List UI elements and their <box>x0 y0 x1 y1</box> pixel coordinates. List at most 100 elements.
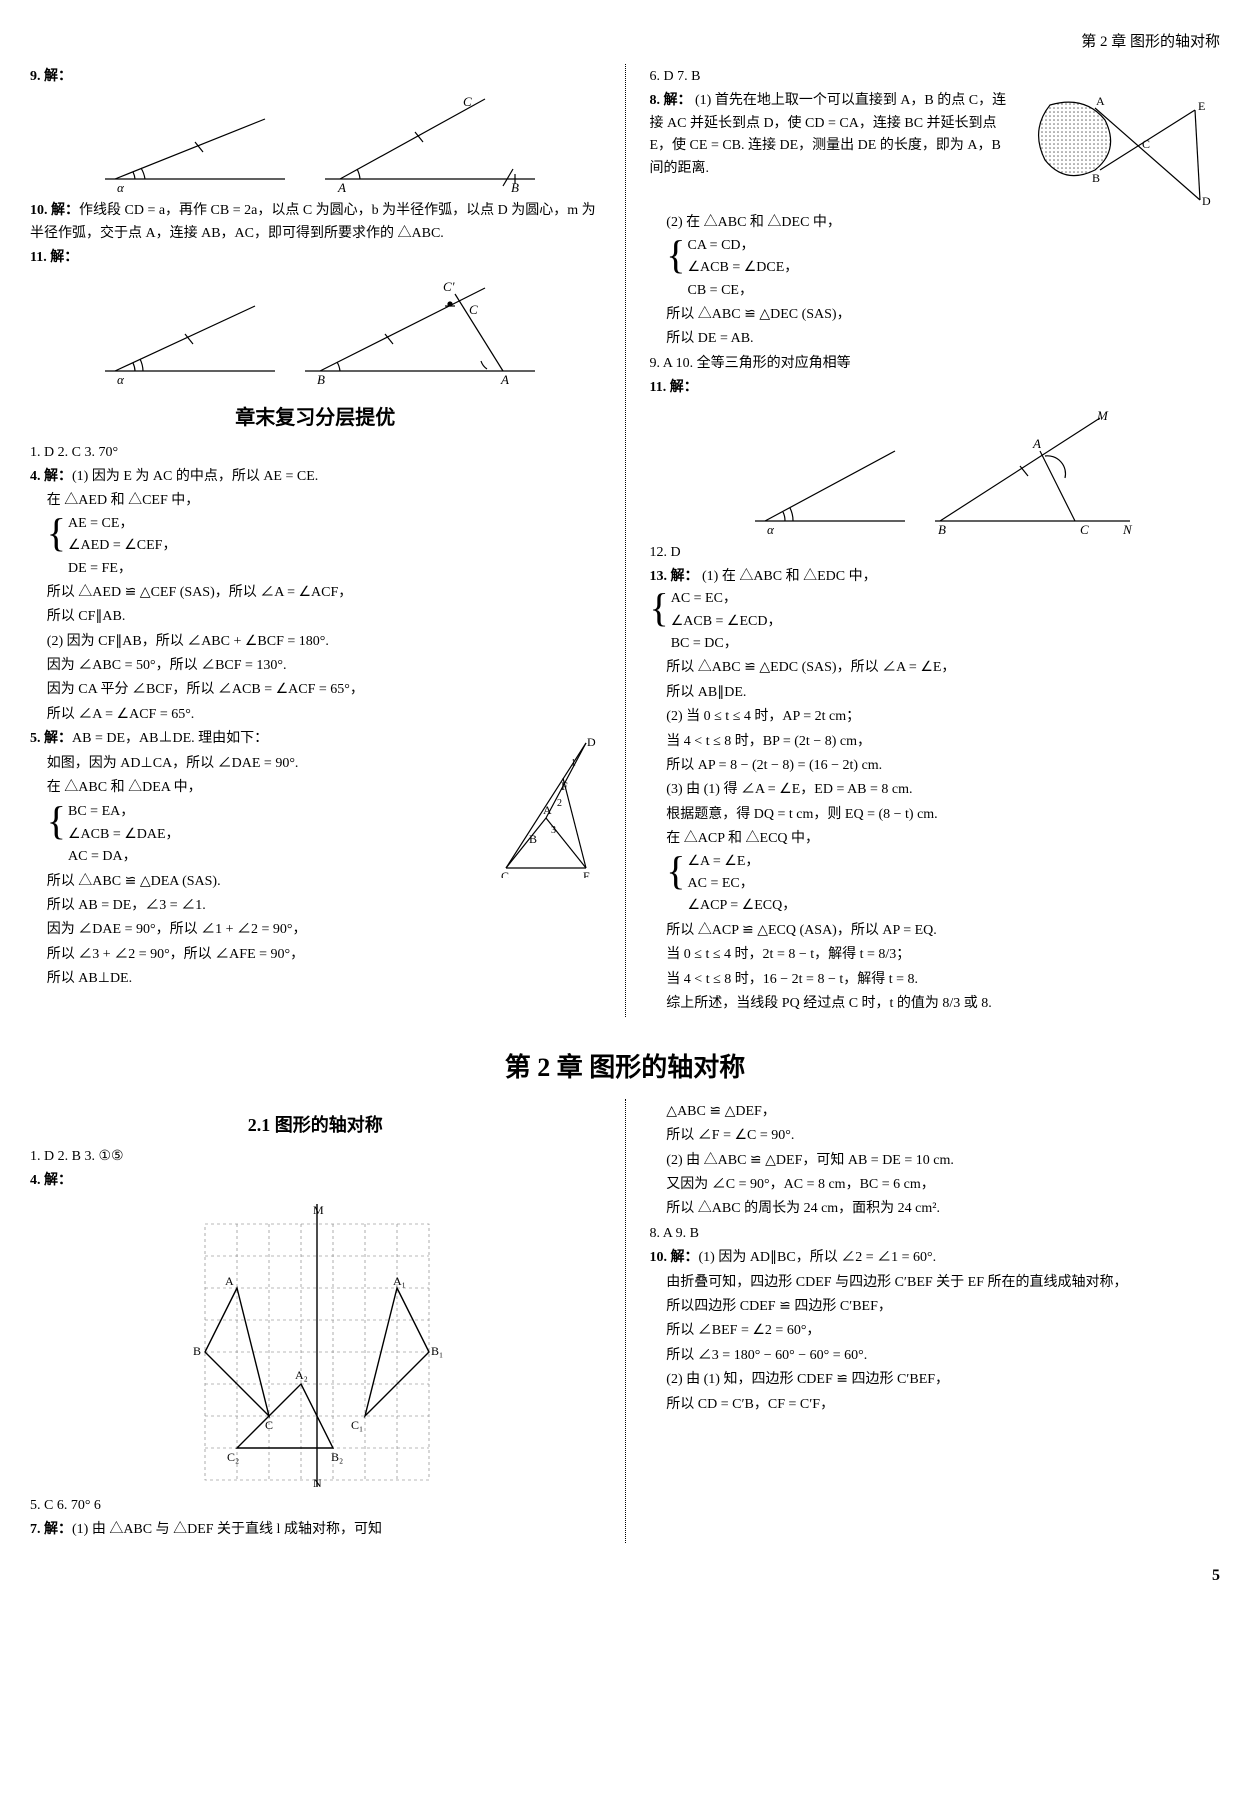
svg-text:B: B <box>511 180 519 194</box>
q4-pre: 在 △AED 和 △CEF 中， { AE = CE， ∠AED = ∠CEF，… <box>47 490 601 580</box>
q5-c3: 因为 ∠DAE = 90°，所以 ∠1 + ∠2 = 90°， <box>47 919 601 941</box>
sec21r-r5: 所以 △ABC 的周长为 24 cm，面积为 24 cm². <box>666 1198 1220 1220</box>
q8-2pre: (2) 在 △ABC 和 △DEC 中， <box>666 215 841 230</box>
sec21r-q10-2a: (2) 由 (1) 知，四边形 CDEF ≌ 四边形 C′BEF， <box>666 1369 1220 1391</box>
sec21r-ans89: 8. A 9. B <box>650 1223 1221 1245</box>
q4-pre-text: 在 △AED 和 △CEF 中， <box>47 493 199 508</box>
ans-6-7: 6. D 7. B <box>650 66 1221 88</box>
q13-b: 所以 AB∥DE. <box>666 682 1220 704</box>
q13-3c: 所以 △ACP ≌ △ECQ (ASA)，所以 AP = EQ. <box>666 920 1220 942</box>
sec21r-q10-d: 所以 ∠BEF = ∠2 = 60°， <box>666 1320 1220 1342</box>
q13-2a: (2) 当 0 ≤ t ≤ 4 时，AP = 2t cm； <box>666 706 1220 728</box>
svg-text:C: C <box>1080 522 1089 536</box>
q13-2b: 当 4 < t ≤ 8 时，BP = (2t − 8) cm， <box>666 731 1220 753</box>
q13-pre: (1) 在 △ABC 和 △EDC 中， <box>702 569 877 584</box>
q8-2b: 所以 DE = AB. <box>666 328 1220 350</box>
svg-text:A: A <box>500 372 509 386</box>
q8-diagram: A B C E D <box>1020 90 1220 210</box>
lower-right-column: △ABC ≌ △DEF， 所以 ∠F = ∠C = 90°. (2) 由 △AB… <box>650 1099 1221 1543</box>
svg-text:D: D <box>587 735 596 749</box>
q13-a: 所以 △ABC ≌ △EDC (SAS)，所以 ∠A = ∠E， <box>666 657 1220 679</box>
q8-sys2: ∠ACB = ∠DCE， <box>688 257 799 279</box>
q13-3d: 当 0 ≤ t ≤ 4 时，2t = 8 − t，解得 t = 8/3； <box>666 944 1220 966</box>
q11-label: 11. 解： <box>30 250 78 265</box>
review-title: 章末复习分层提优 <box>30 402 601 434</box>
q4-1: (1) 因为 E 为 AC 的中点，所以 AE = CE. <box>72 469 318 484</box>
svg-text:B: B <box>529 832 537 846</box>
sec21r-r3: (2) 由 △ABC ≌ △DEF，可知 AB = DE = 10 cm. <box>666 1150 1220 1172</box>
svg-text:A: A <box>225 1274 234 1288</box>
svg-text:N: N <box>313 1476 322 1489</box>
svg-text:A: A <box>543 803 552 817</box>
svg-text:C: C <box>469 302 478 317</box>
q13-3a: (3) 由 (1) 得 ∠A = ∠E，ED = AB = 8 cm. <box>666 779 1220 801</box>
svg-text:F: F <box>561 779 568 793</box>
q5-label: 5. 解： <box>30 731 72 746</box>
svg-text:E: E <box>1198 99 1205 113</box>
svg-text:1: 1 <box>571 758 576 769</box>
svg-text:C: C <box>463 94 472 109</box>
q4-sys3: DE = FE， <box>68 558 176 580</box>
sec21r-q10-e: 所以 ∠3 = 180° − 60° − 60° = 60°. <box>666 1345 1220 1367</box>
q4-sys1: AE = CE， <box>68 513 176 535</box>
svg-text:B: B <box>938 522 946 536</box>
svg-text:C: C <box>501 869 509 878</box>
svg-text:M: M <box>1096 408 1109 423</box>
svg-text:C₁: C₁ <box>351 1418 363 1432</box>
q4-2a: (2) 因为 CF∥AB，所以 ∠ABC + ∠BCF = 180°. <box>47 631 601 653</box>
q8-sys3: CB = CE， <box>688 280 799 302</box>
q5-sys1: BC = EA， <box>68 801 180 823</box>
sec21-ans123: 1. D 2. B 3. ①⑤ <box>30 1146 601 1168</box>
svg-text:A₂: A₂ <box>295 1368 308 1382</box>
q5-c4: 所以 ∠3 + ∠2 = 90°，所以 ∠AFE = 90°， <box>47 944 601 966</box>
svg-text:N: N <box>1122 522 1133 536</box>
q5-sys2: ∠ACB = ∠DAE， <box>68 824 180 846</box>
q4-2b: 因为 ∠ABC = 50°，所以 ∠BCF = 130°. <box>47 655 601 677</box>
svg-text:C: C <box>265 1418 273 1432</box>
svg-text:B: B <box>1092 171 1100 185</box>
q8-label: 8. 解： <box>650 93 692 108</box>
svg-text:3: 3 <box>551 825 556 836</box>
sec21-q7-label: 7. 解： <box>30 1522 72 1537</box>
q4-sys2: ∠AED = ∠CEF， <box>68 535 176 557</box>
svg-text:α: α <box>117 180 125 194</box>
sec21-title: 2.1 图形的轴对称 <box>30 1111 601 1140</box>
q11r-label: 11. 解： <box>650 380 698 395</box>
q13-3f: 综上所述，当线段 PQ 经过点 C 时，t 的值为 8/3 或 8. <box>666 993 1220 1015</box>
q13-2c: 所以 AP = 8 − (2t − 8) = (16 − 2t) cm. <box>666 755 1220 777</box>
q4-label: 4. 解： <box>30 469 72 484</box>
svg-text:α: α <box>117 372 125 386</box>
svg-text:A: A <box>1032 436 1041 451</box>
sec21r-r1: △ABC ≌ △DEF， <box>666 1101 1220 1123</box>
svg-text:B: B <box>317 372 325 386</box>
q13-3sys3: ∠ACP = ∠ECQ， <box>688 895 797 917</box>
q8-sys1: CA = CD， <box>688 235 799 257</box>
sec21-q4-diagram: M N A B C A₁ B₁ C₁ A₂ B₂ C₂ <box>30 1199 601 1489</box>
q13-sys3: BC = DC， <box>671 633 782 655</box>
svg-text:C₂: C₂ <box>227 1450 239 1464</box>
svg-text:E: E <box>583 869 590 878</box>
sec21r-q10-2b: 所以 CD = C′B，CF = C′F， <box>666 1394 1220 1416</box>
q5-c5: 所以 AB⊥DE. <box>47 968 601 990</box>
q11r-diagram: α B C N A M <box>650 406 1221 536</box>
ans-12: 12. D <box>650 542 1221 564</box>
q4-res1: 所以 △AED ≌ △CEF (SAS)，所以 ∠A = ∠ACF， <box>47 582 601 604</box>
chapter2-title: 第 2 章 图形的轴对称 <box>30 1047 1220 1089</box>
sec21r-r2: 所以 ∠F = ∠C = 90°. <box>666 1125 1220 1147</box>
q5-pre-text: 在 △ABC 和 △DEA 中， <box>47 780 202 795</box>
q13-3b: 根据题意，得 DQ = t cm，则 EQ = (8 − t) cm. <box>666 804 1220 826</box>
sec21-q4-label: 4. 解： <box>30 1173 72 1188</box>
q4-res2: 所以 CF∥AB. <box>47 606 601 628</box>
q13-3sys1: ∠A = ∠E， <box>688 851 797 873</box>
sec21r-q10-b: 由折叠可知，四边形 CDEF 与四边形 C′BEF 关于 EF 所在的直线成轴对… <box>666 1272 1220 1294</box>
q5-sys3: AC = DA， <box>68 846 180 868</box>
sec21r-r4: 又因为 ∠C = 90°，AC = 8 cm，BC = 6 cm， <box>666 1174 1220 1196</box>
q8-1a: (1) 首先在地上取一个可以直接到 A，B 的点 C，连接 AC 并延长到点 D… <box>650 93 1007 175</box>
sec21r-q10-a: (1) 因为 AD∥BC，所以 ∠2 = ∠1 = 60°. <box>699 1250 937 1265</box>
sec21r-q10-c: 所以四边形 CDEF ≌ 四边形 C′BEF， <box>666 1296 1220 1318</box>
q5-a: AB = DE，AB⊥DE. 理由如下： <box>72 731 268 746</box>
q13-3pre: 在 △ACP 和 △ECQ 中， <box>666 831 819 846</box>
lower-column-divider <box>625 1099 626 1543</box>
svg-text:A₁: A₁ <box>393 1274 406 1288</box>
q5-diagram: C E A D B F 3 2 1 <box>491 728 601 878</box>
